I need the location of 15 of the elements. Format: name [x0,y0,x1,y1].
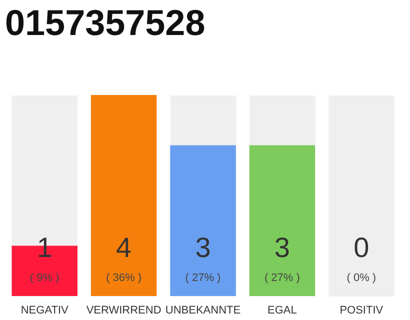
data-label: 0 [354,232,370,263]
x-tick-label: EGAL [268,304,297,316]
x-tick-label: VERWIRREND [86,304,162,316]
x-tick-label: UNBEKANNTE [165,304,241,316]
annotation: ( 9% ) [30,272,60,284]
chart-title: 0157357528 [5,2,206,43]
data-label: 4 [116,232,132,263]
annotation: ( 36% ) [106,272,142,284]
data-label: 3 [195,232,211,263]
annotation: ( 27% ) [185,272,221,284]
data-label: 3 [274,232,290,263]
x-tick-label: POSITIV [340,304,384,316]
annotation: ( 27% ) [264,272,300,284]
x-tick-label: NEGATIV [20,304,69,316]
annotation: ( 0% ) [346,272,376,284]
